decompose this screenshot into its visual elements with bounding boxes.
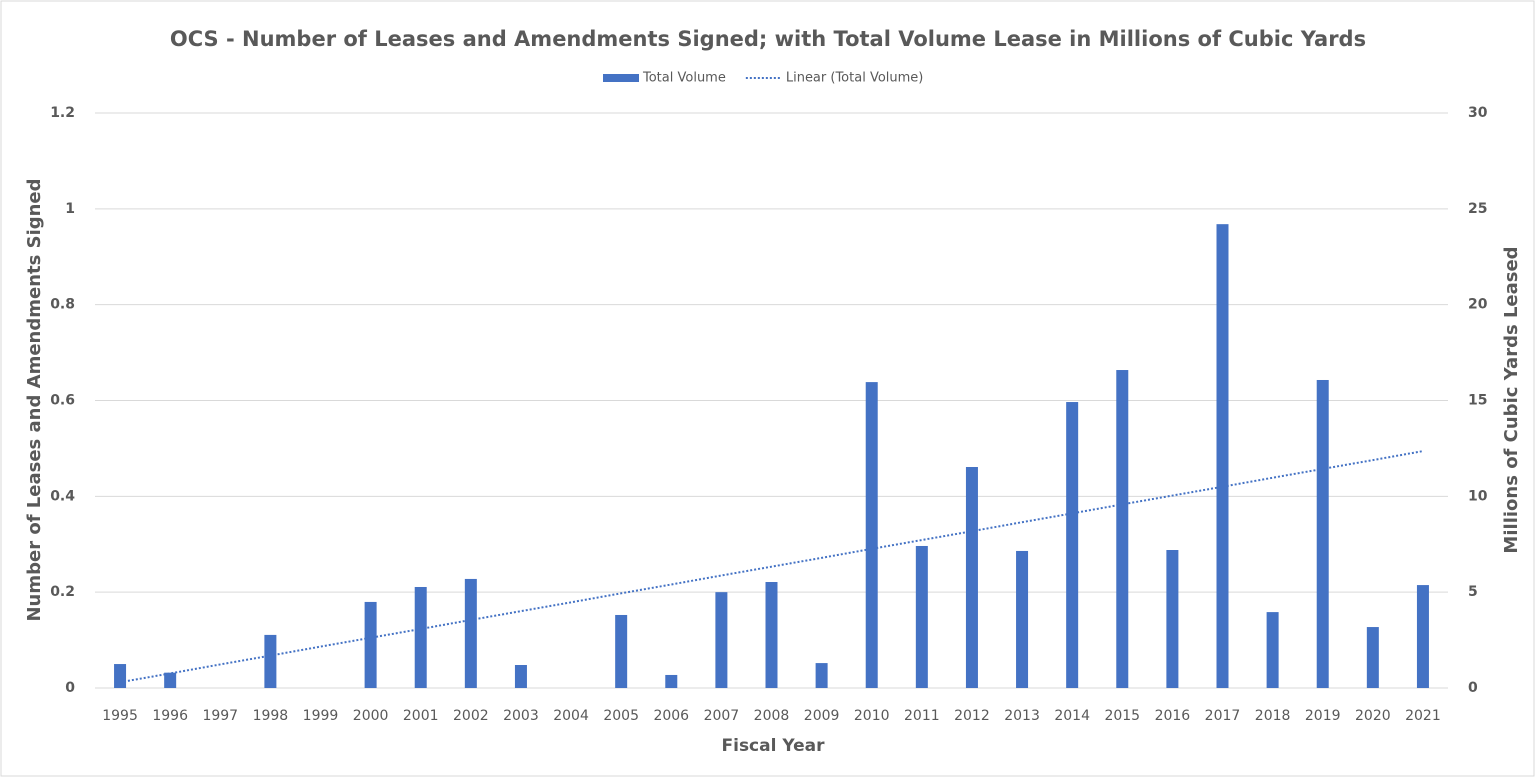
bar [514,665,527,688]
bar [264,634,277,688]
bar [1116,370,1129,688]
bar [1066,402,1079,688]
x-tick-label: 2012 [954,708,990,724]
y2-tick-label: 0 [1468,680,1478,696]
x-tick-label: 2015 [1104,708,1140,724]
x-tick-label: 2009 [804,708,840,724]
y-tick-label: 0.4 [50,488,75,504]
y-tick-label: 0.2 [50,584,75,600]
x-tick-label: 2016 [1155,708,1191,724]
x-tick-label: 2013 [1004,708,1040,724]
y2-tick-label: 10 [1468,488,1488,504]
x-tick-label: 2020 [1355,708,1391,724]
bar [1216,224,1229,688]
x-tick-label: 2003 [503,708,539,724]
x-tick-label: 2007 [704,708,740,724]
bar [1416,585,1429,688]
y-axis-title: Number of Leases and Amendments Signed [24,178,45,621]
x-tick-label: 1997 [202,708,238,724]
bar [865,382,878,688]
x-tick-label: 2001 [403,708,439,724]
bar [1316,379,1329,688]
y2-tick-label: 15 [1468,393,1487,409]
bar [1366,627,1379,688]
x-tick-label: 2021 [1405,708,1441,724]
bar [915,545,928,688]
x-tick-label: 2019 [1305,708,1341,724]
x-tick-label: 2017 [1205,708,1241,724]
y2-tick-label: 25 [1468,201,1487,217]
trend-line [119,450,1424,684]
bar [164,672,177,688]
x-tick-label: 1995 [102,708,138,724]
bar [1016,550,1029,688]
x-tick-label: 1998 [253,708,289,724]
y-tick-label: 1.2 [50,105,75,121]
bar [414,586,427,688]
legend-label: Total Volume [642,71,726,86]
x-tick-label: 2006 [653,708,689,724]
bar [1266,612,1279,688]
bar [1166,550,1179,688]
y-tick-label: 0 [65,680,75,696]
x-tick-label: 2011 [904,708,940,724]
x-tick-label: 2018 [1255,708,1291,724]
bar [665,674,678,688]
y-tick-label: 0.8 [50,297,75,313]
x-tick-label: 2010 [854,708,890,724]
x-tick-label: 2005 [603,708,639,724]
bar [114,664,127,688]
x-tick-label: 2000 [353,708,389,724]
y2-tick-label: 30 [1468,105,1488,121]
y-tick-label: 0.6 [50,393,75,409]
x-tick-label: 1996 [152,708,188,724]
x-axis-title: Fiscal Year [722,736,826,756]
x-tick-label: 2002 [453,708,489,724]
x-tick-label: 1999 [303,708,339,724]
y2-tick-label: 20 [1468,297,1488,313]
chart-title: OCS - Number of Leases and Amendments Si… [170,27,1366,51]
y-tick-label: 1 [65,201,75,217]
y2-axis-title: Millions of Cubic Yards Leased [1501,246,1522,553]
bar [965,467,978,688]
x-tick-label: 2014 [1054,708,1090,724]
bar [364,601,377,688]
bar [464,578,477,688]
x-tick-label: 2004 [553,708,589,724]
bar [615,614,628,688]
x-tick-label: 2008 [754,708,790,724]
bar [715,592,728,688]
bar [765,582,778,688]
legend-label: Linear (Total Volume) [786,71,924,86]
y2-tick-label: 5 [1468,584,1478,600]
bar [815,663,828,688]
legend-swatch [603,74,639,82]
